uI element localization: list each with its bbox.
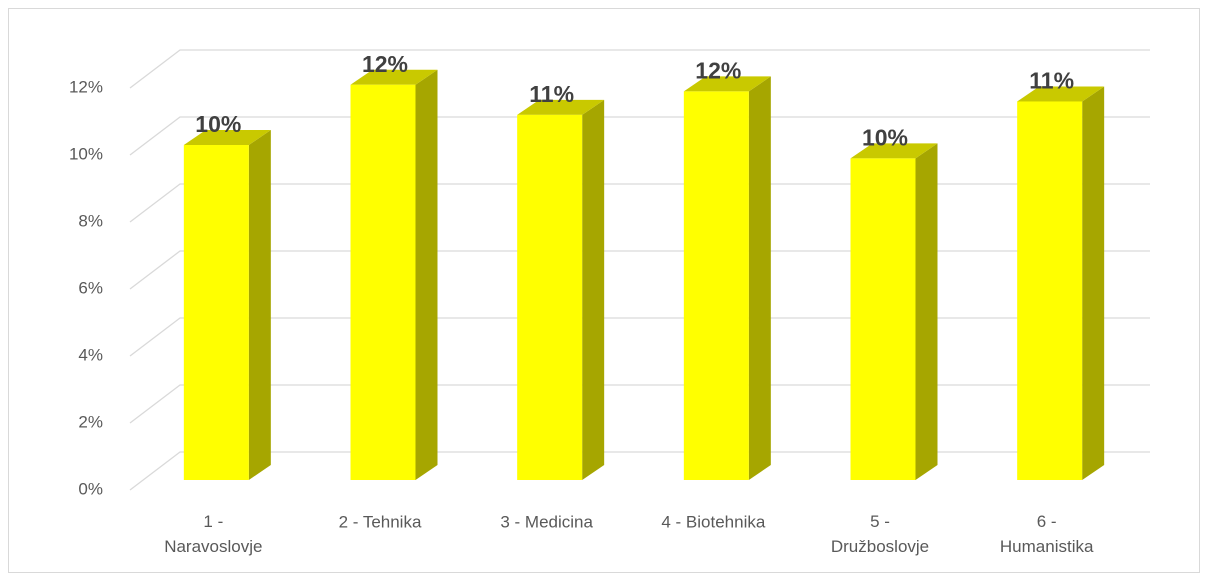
bar <box>183 145 249 480</box>
x-tick-label: 2 - Tehnika <box>339 512 422 531</box>
y-tick-label: 10% <box>69 144 103 163</box>
bar-top <box>1017 86 1105 102</box>
bar-side <box>582 99 605 480</box>
bar-top <box>183 130 271 145</box>
x-tick-label: 6 - Humanistika <box>1000 512 1094 556</box>
bar-side <box>248 130 271 480</box>
grid-line <box>129 49 1150 89</box>
bar-side <box>748 76 771 481</box>
x-tick-line: Humanistika <box>1000 537 1094 556</box>
y-tick-label: 8% <box>78 211 103 230</box>
bar-top <box>850 143 938 159</box>
bar <box>1017 101 1083 480</box>
x-tick-line: Naravoslovje <box>164 537 262 556</box>
y-tick-label: 0% <box>78 479 103 498</box>
value-label: 12% <box>362 51 408 77</box>
bar-side <box>915 143 938 480</box>
bar <box>350 84 416 480</box>
value-label: 10% <box>195 111 241 137</box>
bar-top <box>517 99 605 115</box>
grid-line <box>129 116 1150 156</box>
bar-top <box>683 76 771 92</box>
value-label: 12% <box>695 57 741 83</box>
x-tick-label: 5 - Družboslovje <box>831 512 929 556</box>
bar-side <box>415 69 438 480</box>
x-tick-line: 5 - <box>870 512 890 531</box>
value-label: 10% <box>862 124 908 150</box>
x-tick-label: 4 - Biotehnika <box>661 512 765 531</box>
x-tick-line: 6 - <box>1037 512 1057 531</box>
bar <box>683 91 749 481</box>
y-tick-label: 12% <box>69 77 103 96</box>
grid-line <box>129 317 1150 357</box>
grid-line <box>129 250 1150 290</box>
bar <box>517 114 583 480</box>
y-tick-label: 4% <box>78 345 103 364</box>
x-tick-label: 1 - Naravoslovje <box>164 512 262 556</box>
bar-side <box>1082 86 1105 480</box>
value-label: 11% <box>529 81 574 107</box>
y-tick-label: 2% <box>78 412 103 431</box>
y-tick-label: 6% <box>78 278 103 297</box>
grid-line <box>129 183 1150 223</box>
grid-line <box>129 384 1150 424</box>
grid-line <box>129 451 1150 491</box>
bar <box>850 158 916 480</box>
x-tick-label: 3 - Medicina <box>500 512 593 531</box>
bar-top <box>350 69 438 85</box>
value-label: 11% <box>1029 68 1074 94</box>
x-tick-line: Družboslovje <box>831 537 929 556</box>
x-tick-line: 1 - <box>203 512 223 531</box>
